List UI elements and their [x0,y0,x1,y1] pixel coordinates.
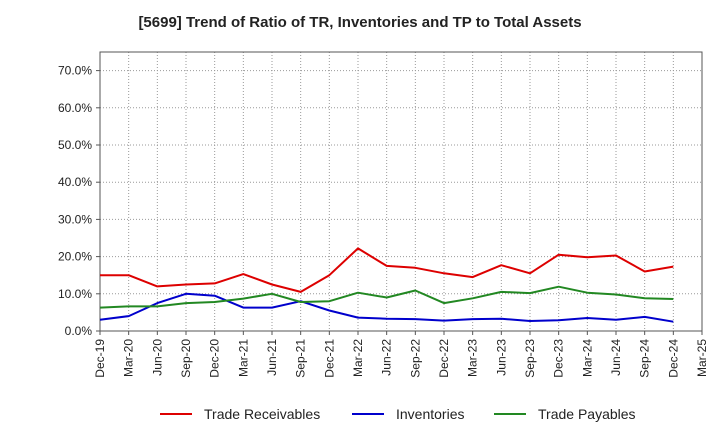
x-tick-label: Jun-23 [494,339,508,376]
x-tick-label: Dec-20 [208,339,222,378]
x-tick-label: Mar-24 [580,339,594,377]
x-tick-label: Mar-22 [351,339,365,377]
y-tick-label: 0.0% [65,324,93,338]
series-line [99,292,674,323]
y-tick-label: 40.0% [58,175,92,189]
legend-label: Inventories [396,406,464,422]
x-tick-label: Dec-19 [93,339,107,378]
x-tick-label: Dec-22 [437,339,451,378]
legend-label: Trade Payables [538,406,636,422]
x-tick-label: Sep-24 [638,339,652,378]
series-lines [99,247,674,323]
grid-lines [100,52,702,332]
x-tick-label: Mar-23 [466,339,480,377]
x-tick-label: Jun-22 [380,339,394,376]
y-tick-label: 30.0% [58,212,92,226]
x-tick-label: Sep-21 [294,339,308,378]
series-line [99,285,674,309]
x-tick-label: Dec-21 [322,339,336,378]
x-tick-label: Sep-23 [523,339,537,378]
plot-area-frame [99,51,703,332]
y-tick-label: 50.0% [58,138,92,152]
x-tick-label: Dec-24 [666,339,680,378]
legend-label: Trade Receivables [204,406,320,422]
y-tick-label: 60.0% [58,101,92,115]
y-axis: 0.0% 10.0% 20.0% 30.0% 40.0% 50.0% 60.0% 70.0% [58,64,100,338]
x-tick-label: Mar-21 [236,339,250,377]
x-tick-label: Sep-20 [179,339,193,378]
legend: Trade Receivables Inventories Trade Payabl… [160,406,636,422]
x-tick-label: Sep-22 [408,339,422,378]
x-tick-label: Mar-25 [695,339,709,377]
chart-title: [5699] Trend of Ratio of TR, Inventories… [138,14,582,31]
x-tick-label: Jun-21 [265,339,279,376]
x-axis: Dec-19 Mar-20 Jun-20 Sep-20 Dec-20 Mar-21 Jun-… [93,331,709,378]
x-tick-label: Jun-20 [150,339,164,376]
series-line [100,247,674,293]
x-tick-label: Mar-20 [122,339,136,377]
x-tick-label: Jun-24 [609,339,623,376]
y-tick-label: 10.0% [58,287,92,301]
y-tick-label: 70.0% [58,64,92,78]
y-tick-label: 20.0% [58,250,92,264]
x-tick-label: Dec-23 [552,339,566,378]
